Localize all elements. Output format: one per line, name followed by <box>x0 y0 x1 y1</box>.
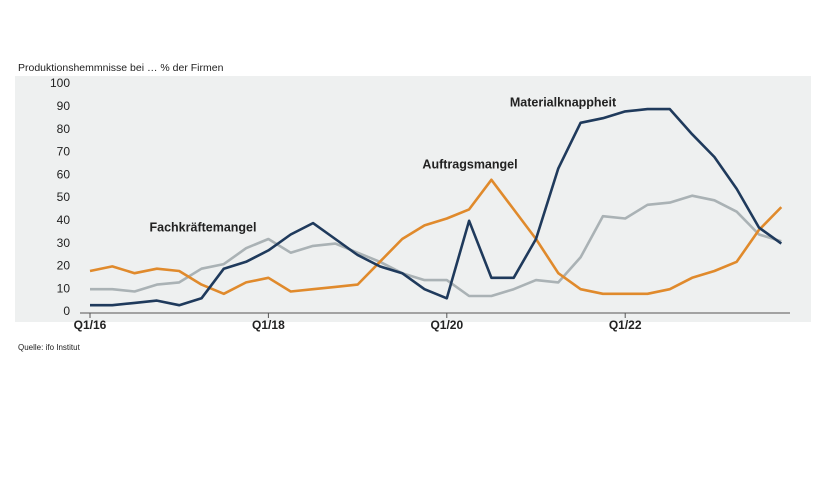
source-note: Quelle: ifo Institut <box>18 343 81 352</box>
series-label: Fachkräftemangel <box>150 220 257 234</box>
series-line <box>90 194 782 298</box>
y-tick-label: 30 <box>57 236 71 250</box>
x-tick-label: Q1/16 <box>74 318 107 332</box>
y-tick-label: 0 <box>63 304 70 318</box>
y-tick-label: 80 <box>57 122 71 136</box>
y-tick-label: 20 <box>57 259 71 273</box>
series-label: Auftragsmangel <box>422 157 517 171</box>
plot-background <box>15 76 811 322</box>
series-line <box>89 178 783 296</box>
x-tick-label: Q1/22 <box>609 318 642 332</box>
y-tick-label: 60 <box>57 167 71 181</box>
y-tick-label: 50 <box>57 190 71 204</box>
series-line <box>90 107 783 307</box>
x-tick-label: Q1/18 <box>252 318 285 332</box>
x-tick-label: Q1/20 <box>430 318 463 332</box>
y-tick-label: 10 <box>57 281 71 295</box>
y-tick-label: 90 <box>57 99 71 113</box>
y-axis-label: Produktionshemmnisse bei … % der Firmen <box>18 62 224 74</box>
y-tick-label: 40 <box>57 213 71 227</box>
series-label: Materialknappheit <box>510 95 617 109</box>
y-tick-label: 100 <box>50 76 70 90</box>
y-tick-label: 70 <box>57 145 71 159</box>
